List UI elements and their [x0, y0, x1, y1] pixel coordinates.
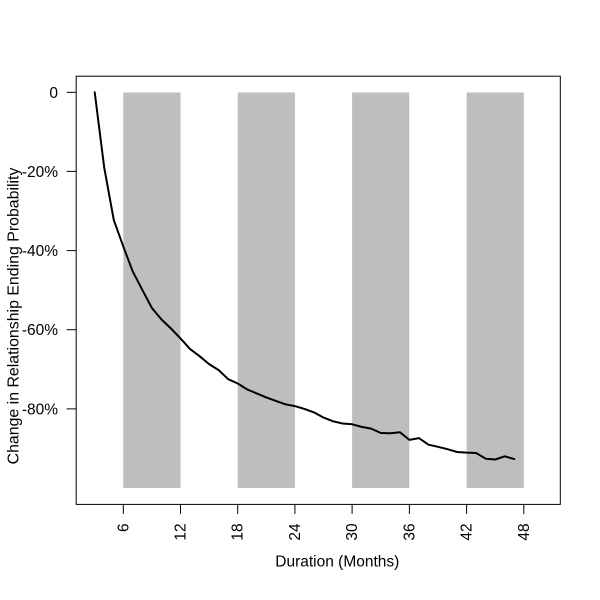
- svg-text:-60%: -60%: [22, 322, 58, 339]
- svg-text:42: 42: [459, 523, 476, 540]
- svg-text:Change in Relationship Ending: Change in Relationship Ending Probabilit…: [5, 168, 22, 465]
- svg-text:6: 6: [115, 523, 132, 532]
- svg-text:24: 24: [287, 523, 304, 541]
- svg-text:-80%: -80%: [22, 401, 58, 418]
- svg-text:18: 18: [230, 523, 247, 540]
- svg-text:48: 48: [516, 523, 533, 540]
- svg-text:30: 30: [344, 523, 361, 541]
- svg-text:0: 0: [49, 85, 58, 102]
- svg-text:-40%: -40%: [22, 243, 58, 260]
- svg-text:36: 36: [401, 523, 418, 540]
- svg-text:12: 12: [173, 523, 190, 540]
- svg-text:-20%: -20%: [22, 164, 58, 181]
- svg-text:Duration (Months): Duration (Months): [275, 554, 399, 571]
